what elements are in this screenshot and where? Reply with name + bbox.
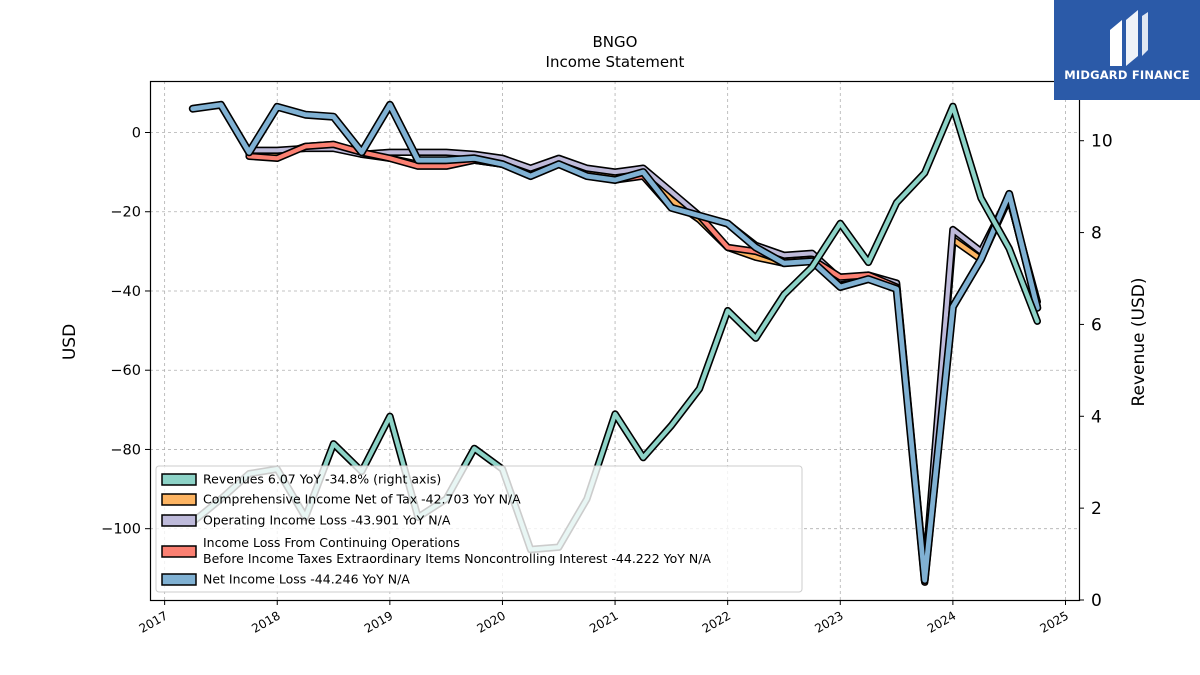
legend-label: Before Income Taxes Extraordinary Items … <box>203 551 711 566</box>
y-right-tick-label: 2 <box>1091 499 1102 519</box>
brand-logo: MIDGARD FINANCE <box>1054 0 1200 100</box>
y-tick-label: −60 <box>110 363 141 379</box>
legend-item-1: Comprehensive Income Net of Tax -42.703 … <box>161 492 521 507</box>
y-right-axis-label: Revenue (USD) <box>1129 277 1149 406</box>
y-tick-label: −100 <box>101 522 141 538</box>
y-right-tick-label: 10 <box>1091 132 1113 152</box>
y-tick-label: −80 <box>110 442 141 458</box>
legend: Revenues 6.07 YoY -34.8% (right axis) Com… <box>155 465 803 593</box>
x-tick-label: 2022 <box>700 608 733 635</box>
left-axis-ticks: 0 −20 −40 −60 −80 −100 <box>101 126 150 538</box>
x-tick-label: 2018 <box>249 608 282 635</box>
legend-item-4: Net Income Loss -44.246 YoY N/A <box>161 572 410 587</box>
legend-swatch <box>161 473 197 486</box>
series-line <box>190 102 1040 583</box>
y-tick-label: −40 <box>110 284 141 300</box>
legend-item-3: Income Loss From Continuing OperationsBe… <box>161 535 711 566</box>
x-tick-label: 2017 <box>137 608 170 635</box>
legend-label: Operating Income Loss -43.901 YoY N/A <box>203 513 451 528</box>
midgard-logo-icon <box>1110 10 1148 66</box>
grid-lines <box>150 81 1079 600</box>
y-right-tick-label: 6 <box>1091 315 1102 335</box>
brand-name: MIDGARD FINANCE <box>1064 68 1190 82</box>
x-tick-label: 2025 <box>1038 608 1071 635</box>
x-tick-label: 2024 <box>925 608 958 635</box>
x-tick-label: 2019 <box>362 608 395 635</box>
legend-swatch <box>161 514 197 527</box>
legend-label: Income Loss From Continuing Operations <box>203 535 460 550</box>
legend-swatch <box>161 545 197 558</box>
chart-title: BNGO <box>593 33 638 51</box>
legend-item-2: Operating Income Loss -43.901 YoY N/A <box>161 513 451 528</box>
x-tick-label: 2023 <box>812 608 845 635</box>
legend-item-0: Revenues 6.07 YoY -34.8% (right axis) <box>161 472 441 487</box>
series-line-4 <box>188 100 1042 585</box>
legend-box <box>155 465 803 593</box>
x-axis-ticks: 2017 2018 2019 2020 2021 2022 2023 2024 2025 <box>137 600 1071 636</box>
y-right-tick-label: 8 <box>1091 224 1102 244</box>
series-layer <box>188 100 1042 586</box>
series-line <box>190 104 1040 552</box>
right-axis-ticks: 0 2 4 6 8 10 <box>1079 132 1113 611</box>
chart-subtitle: Income Statement <box>546 53 685 71</box>
y-right-tick-label: 4 <box>1091 407 1102 427</box>
series-line-0 <box>189 102 1042 554</box>
y-axis-label: USD <box>60 324 80 360</box>
legend-label: Net Income Loss -44.246 YoY N/A <box>203 572 410 587</box>
legend-label: Comprehensive Income Net of Tax -42.703 … <box>203 492 521 507</box>
y-right-tick-label: 0 <box>1091 591 1102 611</box>
x-tick-label: 2020 <box>475 608 508 635</box>
y-tick-label: 0 <box>132 126 141 142</box>
x-tick-label: 2021 <box>587 608 620 635</box>
y-tick-label: −20 <box>110 205 141 221</box>
legend-label: Revenues 6.07 YoY -34.8% (right axis) <box>203 472 441 487</box>
legend-swatch <box>161 493 197 506</box>
legend-swatch <box>161 573 197 586</box>
